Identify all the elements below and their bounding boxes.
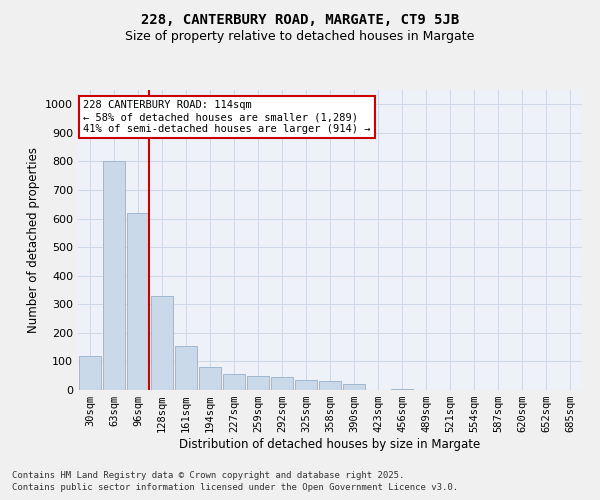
Bar (175, 346, 197, 390)
Text: Size of property relative to detached houses in Margate: Size of property relative to detached ho… (125, 30, 475, 43)
Bar (391, 388, 413, 390)
Bar (295, 380, 317, 390)
Bar (103, 162, 125, 390)
Bar (223, 374, 245, 390)
Text: Contains public sector information licensed under the Open Government Licence v3: Contains public sector information licen… (12, 483, 458, 492)
Text: 228 CANTERBURY ROAD: 114sqm
← 58% of detached houses are smaller (1,289)
41% of : 228 CANTERBURY ROAD: 114sqm ← 58% of det… (83, 100, 371, 134)
Bar (271, 377, 293, 390)
Bar (151, 296, 173, 390)
Bar (343, 384, 365, 390)
X-axis label: Distribution of detached houses by size in Margate: Distribution of detached houses by size … (179, 438, 481, 451)
Bar (199, 367, 221, 390)
Bar (319, 382, 341, 390)
Text: 228, CANTERBURY ROAD, MARGATE, CT9 5JB: 228, CANTERBURY ROAD, MARGATE, CT9 5JB (141, 12, 459, 26)
Text: Contains HM Land Registry data © Crown copyright and database right 2025.: Contains HM Land Registry data © Crown c… (12, 470, 404, 480)
Bar (79, 356, 101, 390)
Bar (247, 376, 269, 390)
Bar (127, 213, 149, 390)
Y-axis label: Number of detached properties: Number of detached properties (26, 147, 40, 333)
